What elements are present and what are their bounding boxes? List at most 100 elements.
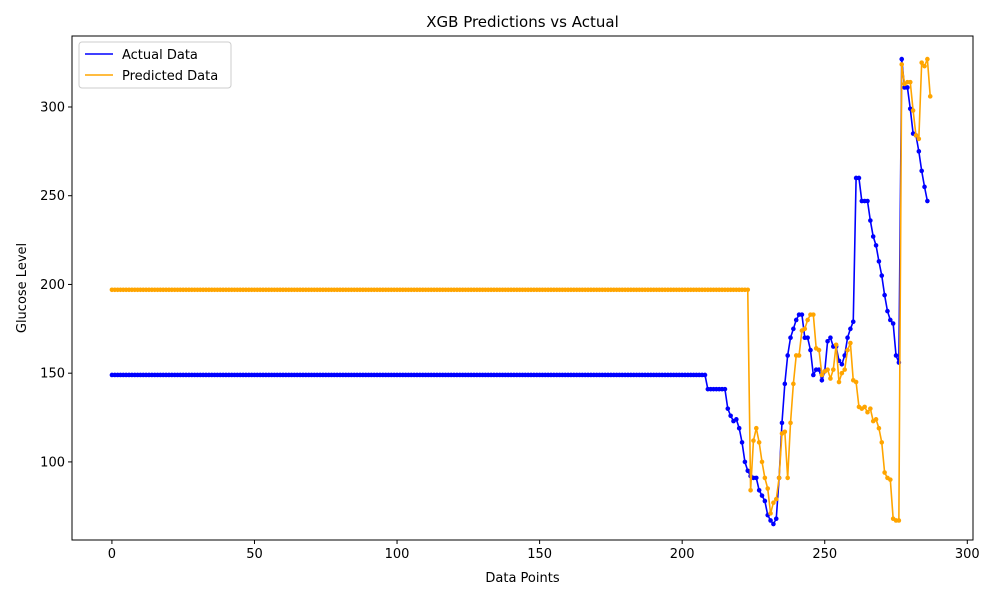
data-point-actual (868, 218, 873, 223)
data-point-predicted (773, 496, 779, 502)
data-point-predicted (785, 475, 790, 481)
legend: Actual Data Predicted Data (78, 41, 232, 89)
data-point-actual (825, 338, 830, 344)
data-point-actual (845, 335, 850, 340)
y-tick-label: 100 (40, 455, 65, 470)
data-point-predicted (776, 475, 782, 481)
data-point-predicted (833, 342, 839, 348)
data-point-predicted (765, 486, 771, 491)
data-point-actual (793, 317, 799, 323)
x-tick-label: 100 (385, 547, 410, 562)
data-point-predicted (828, 376, 833, 381)
data-point-predicted (922, 63, 927, 69)
data-point-actual (873, 243, 879, 248)
data-point-predicted (853, 379, 859, 385)
x-tick-label: 200 (670, 547, 695, 562)
data-point-actual (734, 417, 739, 422)
plot-lines (109, 56, 933, 527)
y-tick-label: 150 (40, 367, 65, 382)
x-tick-label: 300 (955, 547, 980, 562)
x-tick-label: 250 (812, 547, 837, 562)
legend-label-predicted: Predicted Data (122, 69, 218, 84)
data-point-actual (870, 234, 876, 239)
x-tick-label: 50 (246, 547, 263, 562)
data-point-actual (736, 425, 742, 431)
data-point-predicted (845, 347, 850, 353)
data-point-predicted (879, 440, 885, 445)
data-point-predicted (842, 367, 847, 372)
data-point-predicted (771, 500, 776, 506)
data-point-actual (856, 175, 862, 181)
data-point-actual (756, 488, 762, 493)
data-point-actual (782, 381, 788, 387)
plot-frame (71, 35, 974, 541)
data-point-predicted (907, 79, 913, 85)
y-axis: 100 150 200 250 300 (40, 100, 72, 470)
data-point-predicted (756, 440, 762, 445)
x-tick-label: 0 (108, 547, 116, 562)
data-point-actual (808, 347, 813, 353)
data-point-predicted (745, 287, 751, 293)
data-point-actual (799, 312, 805, 317)
data-point-actual (739, 440, 745, 445)
data-point-predicted (896, 518, 902, 523)
data-point-predicted (876, 425, 882, 431)
data-point-actual (745, 468, 751, 474)
data-point-predicted (916, 136, 922, 142)
data-point-predicted (865, 409, 870, 415)
data-point-predicted (788, 420, 793, 426)
data-point-actual (785, 353, 790, 358)
data-point-predicted (825, 367, 830, 372)
data-point-actual (876, 259, 882, 264)
data-point-predicted (819, 372, 825, 378)
data-point-actual (805, 335, 810, 340)
y-tick-label: 200 (40, 278, 65, 293)
legend-box (78, 41, 232, 89)
series-actual (109, 56, 930, 527)
data-point-actual (893, 353, 899, 358)
data-point-actual (828, 335, 833, 340)
data-point-predicted (748, 488, 753, 493)
data-point-predicted (759, 459, 765, 465)
data-point-actual (773, 516, 779, 521)
data-point-actual (919, 168, 924, 174)
data-point-actual (905, 85, 910, 90)
data-point-actual (788, 335, 793, 340)
x-tick-label: 150 (527, 547, 552, 562)
data-point-predicted (782, 429, 788, 435)
data-point-predicted (910, 108, 916, 113)
data-point-actual (839, 362, 845, 367)
data-point-actual (850, 319, 856, 325)
data-point-predicted (816, 347, 822, 353)
data-point-actual (754, 475, 759, 481)
y-axis-label: Glucose Level (15, 243, 30, 333)
data-point-actual (888, 317, 893, 323)
data-point-actual (865, 198, 870, 204)
data-point-actual (728, 413, 733, 419)
data-point-actual (725, 406, 731, 411)
data-point-actual (925, 198, 930, 204)
data-point-predicted (888, 477, 893, 482)
y-tick-label: 300 (40, 100, 65, 115)
data-point-predicted (836, 379, 842, 385)
y-tick-label: 250 (40, 189, 65, 204)
data-point-actual (759, 493, 765, 498)
data-point-predicted (927, 94, 933, 99)
data-point-actual (890, 321, 896, 326)
data-point-actual (922, 184, 927, 190)
data-point-actual (771, 521, 776, 527)
data-point-actual (879, 273, 885, 278)
data-point-predicted (762, 475, 768, 481)
chart-title: XGB Predictions vs Actual (426, 13, 619, 31)
data-point-predicted (868, 406, 873, 411)
data-point-predicted (802, 326, 808, 332)
data-point-predicted (925, 56, 930, 62)
data-point-predicted (754, 425, 759, 431)
data-point-actual (885, 308, 890, 314)
data-point-actual (899, 56, 905, 62)
data-point-predicted (899, 62, 905, 67)
data-point-actual (816, 367, 822, 372)
data-point-predicted (862, 404, 867, 410)
